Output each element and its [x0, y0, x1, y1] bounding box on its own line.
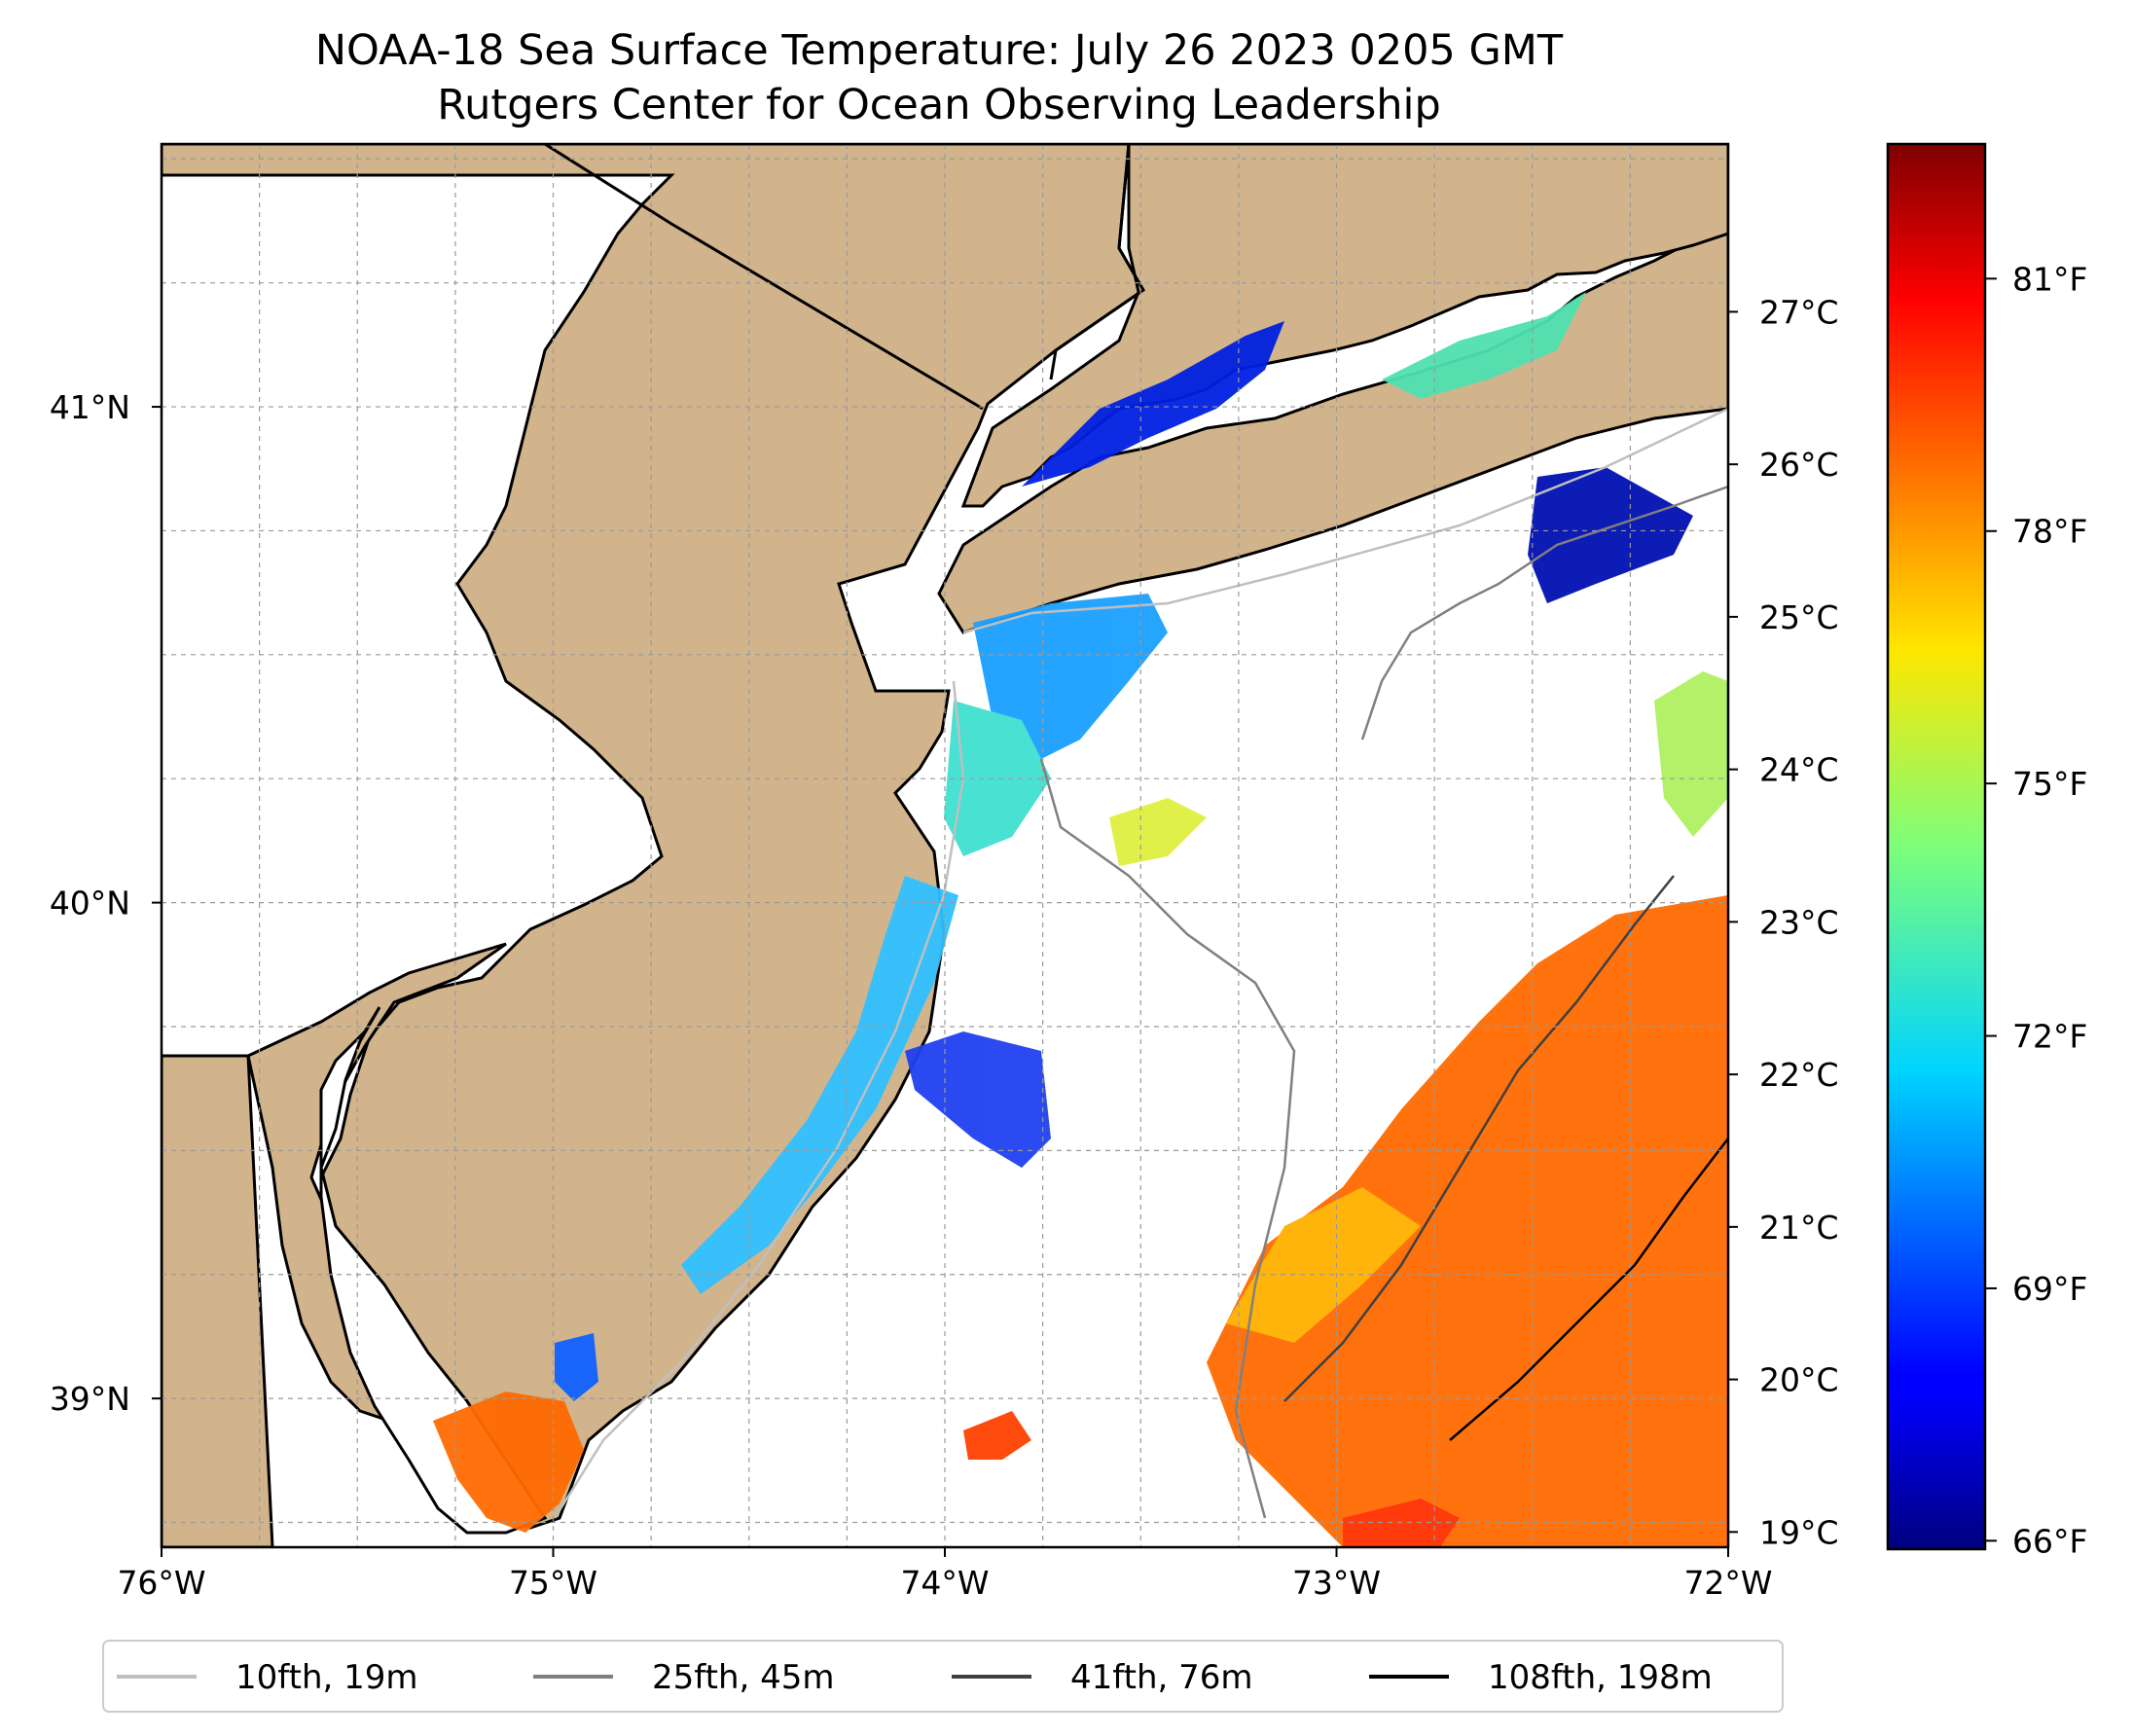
- bathymetry-contours: [553, 407, 1728, 1519]
- x-tick-label: 72°W: [1683, 1564, 1772, 1602]
- sst-patch-coast-cyan: [944, 701, 1051, 856]
- colorbar-ticks: 66°F 69°F 72°F 75°F 78°F 81°F: [1985, 260, 2087, 1560]
- y-tick-label: 41°N: [50, 388, 130, 426]
- contour-25fth: [1039, 758, 1296, 1519]
- x-tick-label: 74°W: [900, 1564, 989, 1602]
- celsius-tick-label: 26°C: [1759, 446, 1839, 484]
- sst-patch-li-sound: [1022, 321, 1284, 487]
- legend-frame: [102, 1640, 1784, 1713]
- fahrenheit-tick-label: 81°F: [2012, 260, 2087, 298]
- celsius-tick-label: 24°C: [1759, 751, 1839, 789]
- celsius-tick-label: 20°C: [1759, 1361, 1839, 1399]
- colorbar: 66°F 69°F 72°F 75°F 78°F 81°F: [1886, 142, 2087, 1560]
- legend-label: 41fth, 76m: [1070, 1658, 1253, 1697]
- sst-patch-mid-yellow: [1109, 798, 1207, 866]
- fahrenheit-tick-label: 72°F: [2012, 1018, 2087, 1056]
- legend-label: 108fth, 198m: [1488, 1658, 1713, 1697]
- sst-patch-coast-south: [681, 876, 958, 1294]
- x-tick-label: 76°W: [117, 1564, 205, 1602]
- celsius-tick-label: 27°C: [1759, 293, 1839, 331]
- land-south-nj-west: [162, 1054, 274, 1547]
- x-axis-ticks: 76°W 75°W 74°W 73°W 72°W: [117, 1547, 1773, 1602]
- legend-label: 25fth, 45m: [652, 1658, 835, 1697]
- fahrenheit-tick-label: 69°F: [2012, 1270, 2087, 1308]
- sst-patch-cape-may-blue: [555, 1333, 598, 1401]
- state-boundary-ny-nj: [670, 222, 984, 411]
- state-boundary-pa-nj: [544, 144, 672, 226]
- sst-patch-li-sound-east: [1382, 292, 1586, 399]
- celsius-tick-label: 19°C: [1759, 1513, 1839, 1551]
- contour-108fth: [1449, 1138, 1728, 1441]
- sst-patch-small-red: [963, 1411, 1031, 1460]
- fahrenheit-tick-label: 75°F: [2012, 765, 2087, 803]
- sst-patch-offshore-yellow: [1226, 1187, 1421, 1343]
- y-tick-label: 39°N: [50, 1380, 130, 1418]
- legend-label: 10fth, 19m: [235, 1658, 418, 1697]
- y-tick-label: 40°N: [50, 885, 130, 922]
- sst-patch-cape-may: [433, 1392, 584, 1533]
- celsius-tick-label: 25°C: [1759, 598, 1839, 636]
- fahrenheit-tick-label: 66°F: [2012, 1522, 2087, 1560]
- sst-patch-east-green: [1654, 671, 1728, 837]
- y-axis-ticks: 39°N 40°N 41°N: [50, 388, 162, 1418]
- delaware-bay: [319, 1006, 548, 1535]
- contour-41fth: [1283, 875, 1675, 1402]
- contour-10fth-coast: [553, 680, 965, 1519]
- x-tick-label: 75°W: [509, 1564, 597, 1602]
- celsius-tick-label: 23°C: [1759, 903, 1839, 941]
- x-tick-label: 73°W: [1292, 1564, 1381, 1602]
- celsius-axis-ticks: 19°C 20°C 21°C 22°C 23°C 24°C 25°C 26°C 27°C: [1728, 293, 1839, 1551]
- colorbar-gradient: [1886, 142, 1987, 1551]
- celsius-tick-label: 21°C: [1759, 1209, 1839, 1247]
- gridlines: [162, 144, 1728, 1547]
- title-line-1: NOAA-18 Sea Surface Temperature: July 26…: [315, 26, 1564, 75]
- sst-patch-hudson: [905, 1031, 1051, 1168]
- contour-10fth: [962, 407, 1728, 634]
- state-boundary-ct-ny: [1049, 144, 1145, 380]
- contour-25fth-north: [1360, 485, 1728, 741]
- title-line-2: Rutgers Center for Ocean Observing Leade…: [437, 81, 1441, 129]
- celsius-tick-label: 22°C: [1759, 1056, 1839, 1094]
- sst-patch-bight: [973, 594, 1168, 759]
- fahrenheit-tick-label: 78°F: [2012, 513, 2087, 551]
- sst-patch-block-island: [1528, 467, 1693, 603]
- contour-legend: 10fth, 19m 25fth, 45m 41fth, 76m 108fth, 19…: [102, 1640, 1784, 1713]
- map-panel: [162, 144, 1728, 1547]
